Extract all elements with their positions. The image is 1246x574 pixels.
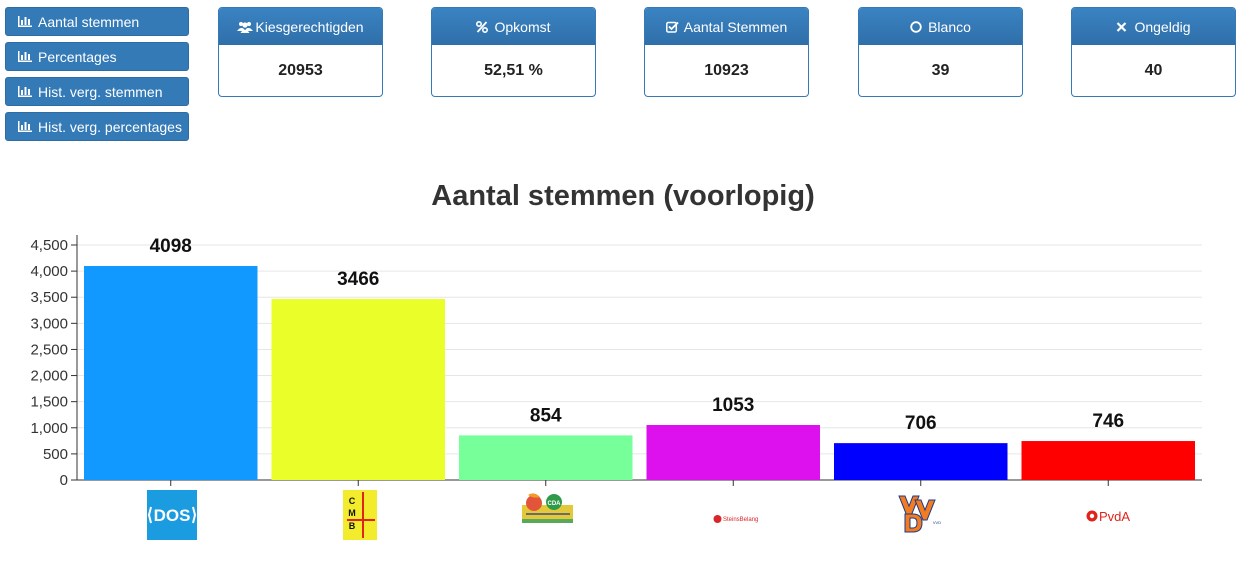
nav-button-label: Hist. verg. stemmen <box>38 83 163 100</box>
stat-value: 52,51 % <box>484 61 543 79</box>
y-tick-label: 0 <box>60 472 68 489</box>
stat-value: 10923 <box>704 61 749 79</box>
y-tick-label: 3,000 <box>30 315 68 332</box>
stat-value: 40 <box>1144 61 1163 79</box>
bar-data-label: 854 <box>530 405 562 426</box>
bar-chart-icon <box>18 16 32 27</box>
users-icon <box>237 21 254 33</box>
bar-data-label: 3466 <box>337 269 379 290</box>
stat-card-header: Blanco <box>859 8 1022 45</box>
bar-data-label: 1053 <box>712 395 754 416</box>
stat-label: Ongeldig <box>1134 18 1191 35</box>
bar-chart-icon <box>18 51 32 62</box>
stat-card-ongeldig: Ongeldig 40 <box>1071 7 1236 97</box>
nav-button-hist-verg-percentages[interactable]: Hist. verg. percentages <box>5 112 189 141</box>
logo-cda-text: CDA <box>548 501 562 507</box>
logo-vvd-text: VVD <box>933 520 941 525</box>
stat-value: 20953 <box>278 61 323 79</box>
y-tick-label: 4,000 <box>30 263 68 280</box>
bar-data-label: 4098 <box>150 236 192 257</box>
stat-card-header: Opkomst <box>432 8 595 45</box>
logo-cmb-b: B <box>349 521 356 531</box>
circle-icon <box>910 20 924 33</box>
y-tick-label: 500 <box>43 446 68 463</box>
stat-label: Kiesgerechtigden <box>255 18 364 35</box>
y-tick-label: 2,000 <box>30 368 68 385</box>
bar-pvda <box>1021 441 1195 480</box>
stat-label: Aantal Stemmen <box>683 18 788 35</box>
stat-card-header: Ongeldig <box>1072 8 1235 45</box>
bar-cda <box>459 435 633 480</box>
stat-card-header: Aantal Stemmen <box>645 8 808 45</box>
nav-button-hist-verg-stemmen[interactable]: Hist. verg. stemmen <box>5 77 189 106</box>
nav-button-aantal-stemmen[interactable]: Aantal stemmen <box>5 7 189 36</box>
nav-button-label: Aantal stemmen <box>38 13 140 30</box>
logo-cmb: C M B <box>343 490 377 540</box>
logo-cda: CDA <box>522 491 573 525</box>
logo-steinsbelang: SteinsBelang <box>713 511 761 523</box>
stat-card-header: Kiesgerechtigden <box>219 8 382 45</box>
bar-cmb <box>271 298 445 480</box>
percent-icon <box>476 20 490 33</box>
nav-button-label: Hist. verg. percentages <box>38 118 182 135</box>
logo-pvda-text: PvdA <box>1099 509 1130 524</box>
bar-data-label: 706 <box>905 413 937 434</box>
bar-chart-icon <box>18 121 32 132</box>
stat-label: Blanco <box>928 18 971 35</box>
stat-card-aantal-stemmen: Aantal Stemmen 10923 <box>644 7 809 97</box>
bar-data-label: 746 <box>1092 411 1124 432</box>
y-tick-label: 4,500 <box>30 237 68 254</box>
bar-vvd <box>834 443 1008 480</box>
y-tick-label: 2,500 <box>30 341 68 358</box>
bar-chart-icon <box>18 86 32 97</box>
bar-steins-belang <box>646 425 820 480</box>
nav-button-percentages[interactable]: Percentages <box>5 42 189 71</box>
bar-dos <box>84 265 258 480</box>
logo-vvd: VVD <box>898 494 942 534</box>
stat-card-kiesgerechtigden: Kiesgerechtigden 20953 <box>218 7 383 97</box>
y-tick-label: 1,000 <box>30 420 68 437</box>
nav-button-label: Percentages <box>38 48 117 65</box>
logo-pvda: PvdA <box>1086 507 1138 525</box>
logo-steinsbelang-text: SteinsBelang <box>723 517 758 523</box>
chart-title: Aantal stemmen (voorlopig) <box>431 180 815 212</box>
logo-dos: DOS <box>147 490 197 540</box>
stat-label: Opkomst <box>494 18 551 35</box>
logo-cmb-m: M <box>348 508 356 518</box>
logo-dos-text: DOS <box>154 506 191 525</box>
y-tick-label: 1,500 <box>30 394 68 411</box>
close-icon <box>1116 21 1130 33</box>
stat-card-opkomst: Opkomst 52,51 % <box>431 7 596 97</box>
stat-card-blanco: Blanco 39 <box>858 7 1023 97</box>
stat-value: 39 <box>931 61 950 79</box>
logo-cmb-c: C <box>349 496 356 506</box>
y-tick-label: 3,500 <box>30 289 68 306</box>
check-square-icon <box>665 21 680 33</box>
